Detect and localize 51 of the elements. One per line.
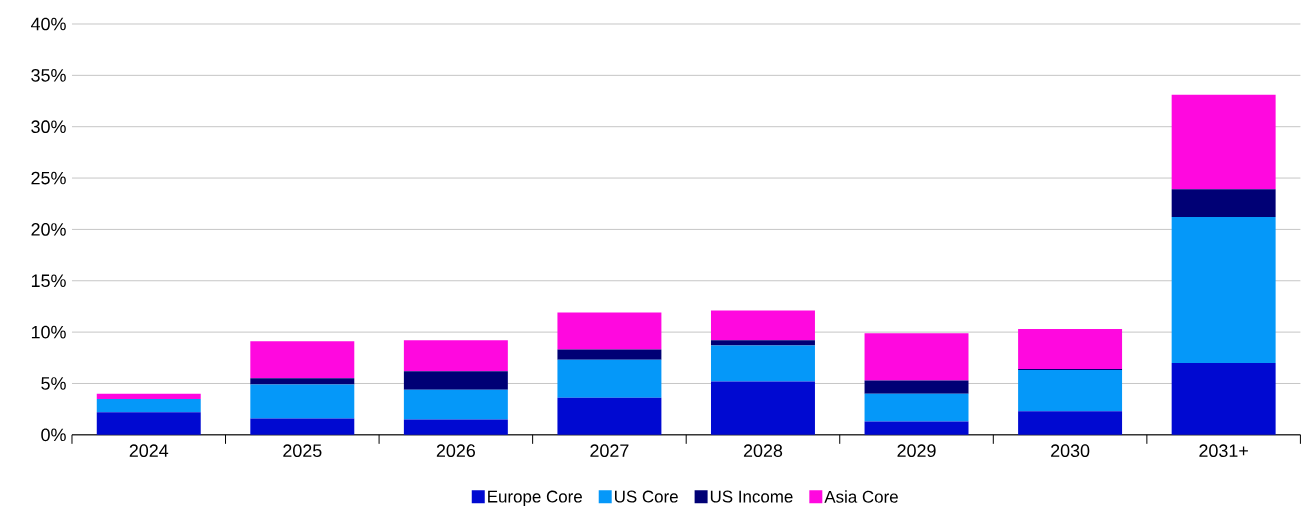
x-tick-label: 2027 — [590, 444, 629, 458]
y-tick-label: 25% — [31, 171, 66, 185]
bar — [864, 380, 969, 394]
bar — [1018, 370, 1123, 412]
bar — [710, 345, 815, 382]
x-tick-label: 2030 — [1051, 444, 1090, 458]
bar — [1171, 217, 1276, 364]
bar — [1171, 363, 1276, 435]
bar — [403, 389, 508, 420]
bar — [250, 341, 355, 379]
bar — [864, 421, 969, 435]
y-tick-label: 20% — [31, 223, 66, 236]
bar — [557, 397, 662, 435]
bar — [250, 384, 355, 419]
bar — [864, 333, 969, 381]
y-tick-label: 40% — [30, 17, 66, 31]
x-tick-label: 2024 — [129, 444, 169, 458]
bar — [557, 359, 662, 398]
x-tick-label: 2029 — [897, 444, 936, 458]
bar — [557, 349, 662, 360]
legend-label: Asia Core — [824, 490, 898, 503]
bar — [557, 312, 662, 350]
bar — [403, 419, 508, 435]
y-tick-label: 5% — [41, 377, 66, 390]
y-tick-label: 35% — [31, 69, 66, 82]
bar — [250, 418, 355, 435]
bar — [96, 393, 201, 399]
y-tick-label: 15% — [31, 274, 66, 288]
bar — [403, 340, 508, 372]
bar — [710, 310, 815, 341]
bar — [1171, 94, 1276, 190]
legend-label: US Core — [615, 490, 678, 503]
bar — [403, 371, 508, 390]
y-tick-label: 30% — [31, 120, 66, 134]
bar — [96, 398, 201, 413]
x-tick-label: 2025 — [283, 444, 322, 458]
y-tick-label: 0% — [41, 428, 66, 442]
x-tick-label: 2028 — [743, 444, 783, 458]
bar — [1018, 411, 1123, 435]
bar — [1171, 189, 1276, 218]
bar — [96, 412, 201, 435]
y-tick-label: 10% — [31, 325, 66, 339]
bar — [250, 378, 355, 385]
x-tick-label: 2031+ — [1199, 444, 1248, 458]
legend-label: Europe Core — [488, 490, 582, 507]
bar — [710, 340, 815, 346]
legend-label: US Income — [710, 490, 793, 503]
bar — [1018, 329, 1123, 370]
bar — [710, 381, 815, 435]
x-tick-label: 2026 — [436, 444, 476, 458]
bar — [864, 393, 969, 422]
